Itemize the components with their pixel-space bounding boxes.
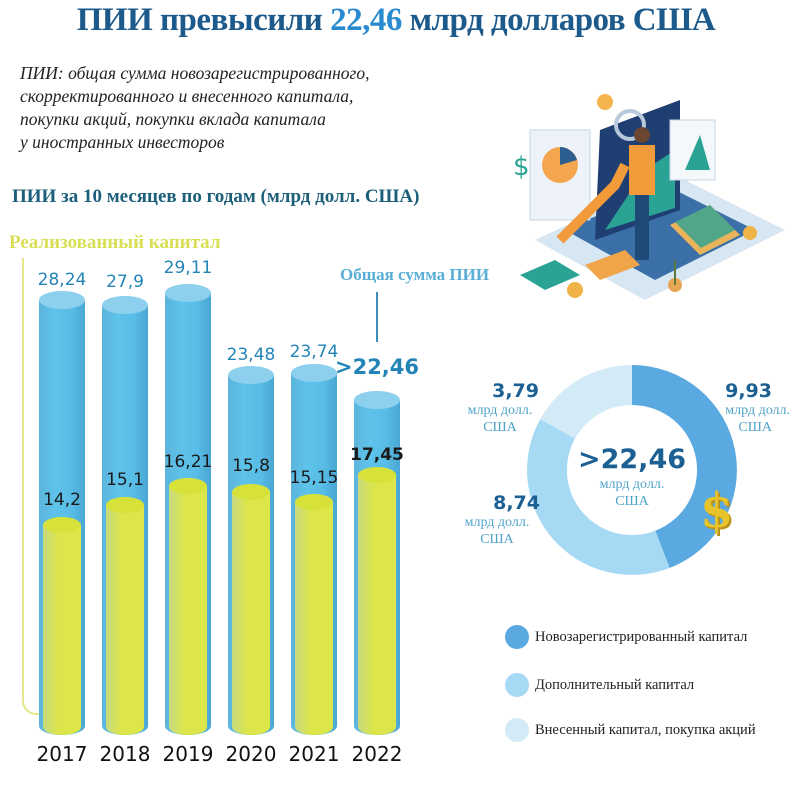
- year-label: 2018: [99, 742, 151, 766]
- realized-value: 15,15: [289, 468, 339, 488]
- realized-cylinder-top: [169, 478, 207, 494]
- legend-swatch: [505, 625, 529, 649]
- donut-center-label: >22,46 млрд долл. США: [567, 444, 697, 510]
- donut-center-value: >22,46: [577, 444, 687, 475]
- realized-value: 17,45: [350, 445, 404, 465]
- realized-cylinder: [295, 502, 333, 735]
- realized-cylinder: [169, 486, 207, 735]
- realized-capital-label: Реализованный капитал: [9, 232, 221, 253]
- legend-label: Внесенный капитал, покупка акций: [535, 721, 756, 738]
- realized-cylinder: [43, 525, 81, 735]
- year-label: 2020: [225, 742, 277, 766]
- legend-label: Дополнительный капитал: [535, 676, 695, 693]
- total-value: 29,11: [163, 258, 213, 278]
- realized-value: 15,1: [106, 470, 144, 490]
- title-highlight-value: 22,46: [330, 2, 402, 38]
- segment-unit: млрд долл.: [464, 515, 530, 530]
- segment-unit: США: [483, 420, 517, 435]
- legend-item-contributed-capital: Внесенный капитал, покупка акций: [505, 715, 756, 745]
- year-label: 2022: [351, 742, 403, 766]
- segment-unit: США: [738, 420, 772, 435]
- total-value: 23,48: [226, 345, 276, 365]
- legend-swatch: [505, 673, 529, 697]
- realized-value: 16,21: [163, 452, 213, 472]
- segment-unit: млрд долл.: [467, 403, 533, 418]
- realized-cylinder-top: [43, 517, 81, 533]
- definition-line: ПИИ: общая сумма новозарегистрированного…: [20, 63, 370, 83]
- page-title: ПИИ превысили 22,46 млрд долларов США: [0, 2, 792, 39]
- definition-line: скорректированного и внесенного капитала…: [20, 86, 354, 106]
- total-cylinder-top: [102, 296, 148, 314]
- donut-segment-contributed-capital: [540, 365, 632, 439]
- realized-cylinder-top: [358, 467, 396, 483]
- investor-illustration: $: [513, 94, 785, 300]
- realized-value: 15,8: [232, 456, 270, 476]
- total-value: 28,24: [37, 270, 87, 290]
- realized-cylinder: [232, 492, 270, 735]
- year-label: 2021: [288, 742, 340, 766]
- legend-item-additional-capital: Дополнительный капитал: [505, 670, 694, 700]
- donut-label-contributed-capital: 3,79 млрд долл. США: [455, 380, 545, 436]
- donut-label-additional-capital: 8,74 млрд долл. США: [452, 492, 542, 548]
- title-text-1: ПИИ превысили: [76, 2, 331, 38]
- total-cylinder-top: [228, 366, 274, 384]
- donut-center-unit: млрд долл.: [599, 477, 665, 492]
- realized-cylinder: [358, 475, 396, 735]
- realized-cylinder-top: [232, 484, 270, 500]
- donut-segment-new-capital: [632, 365, 737, 568]
- total-value: 27,9: [106, 272, 144, 292]
- donut-center-unit: США: [615, 494, 649, 509]
- realized-cylinder-top: [295, 494, 333, 510]
- definition-line: у иностранных инвесторов: [20, 132, 225, 152]
- fdi-donut-chart: [527, 365, 737, 575]
- definition-line: покупки акций, покупки вклада капитала: [20, 109, 326, 129]
- segment-value: 9,93: [725, 380, 772, 402]
- total-cylinder-top: [165, 284, 211, 302]
- donut-label-new-capital: 9,93 млрд долл. США: [700, 380, 790, 436]
- year-label: 2019: [162, 742, 214, 766]
- dollar-sign-icon: $: [513, 152, 530, 182]
- segment-unit: США: [480, 532, 514, 547]
- title-text-2: млрд долларов США: [401, 2, 716, 38]
- total-cylinder-top: [291, 364, 337, 382]
- total-fdi-pointer-line: [376, 292, 378, 342]
- segment-value: 8,74: [493, 492, 540, 514]
- realized-value: 14,2: [43, 490, 81, 510]
- segment-value: 3,79: [492, 380, 539, 402]
- segment-unit: млрд долл.: [725, 403, 790, 418]
- donut-segment-additional-capital: [527, 419, 670, 575]
- legend-swatch: [505, 718, 529, 742]
- total-fdi-label: Общая сумма ПИИ: [340, 265, 490, 284]
- fdi-definition: ПИИ: общая сумма новозарегистрированного…: [20, 62, 500, 154]
- year-label: 2017: [36, 742, 88, 766]
- realized-cylinder-top: [106, 497, 144, 513]
- realized-cylinder: [106, 505, 144, 735]
- total-value: >22,46: [334, 355, 420, 379]
- total-cylinder-top: [39, 291, 85, 309]
- total-cylinder-top: [354, 391, 400, 409]
- legend-label: Новозарегистрированный капитал: [535, 628, 748, 645]
- legend-item-new-capital: Новозарегистрированный капитал: [505, 622, 747, 652]
- total-value: 23,74: [289, 342, 339, 362]
- gold-dollar-icon: $: [700, 483, 734, 539]
- bar-chart-title: ПИИ за 10 месяцев по годам (млрд долл. С…: [12, 186, 420, 207]
